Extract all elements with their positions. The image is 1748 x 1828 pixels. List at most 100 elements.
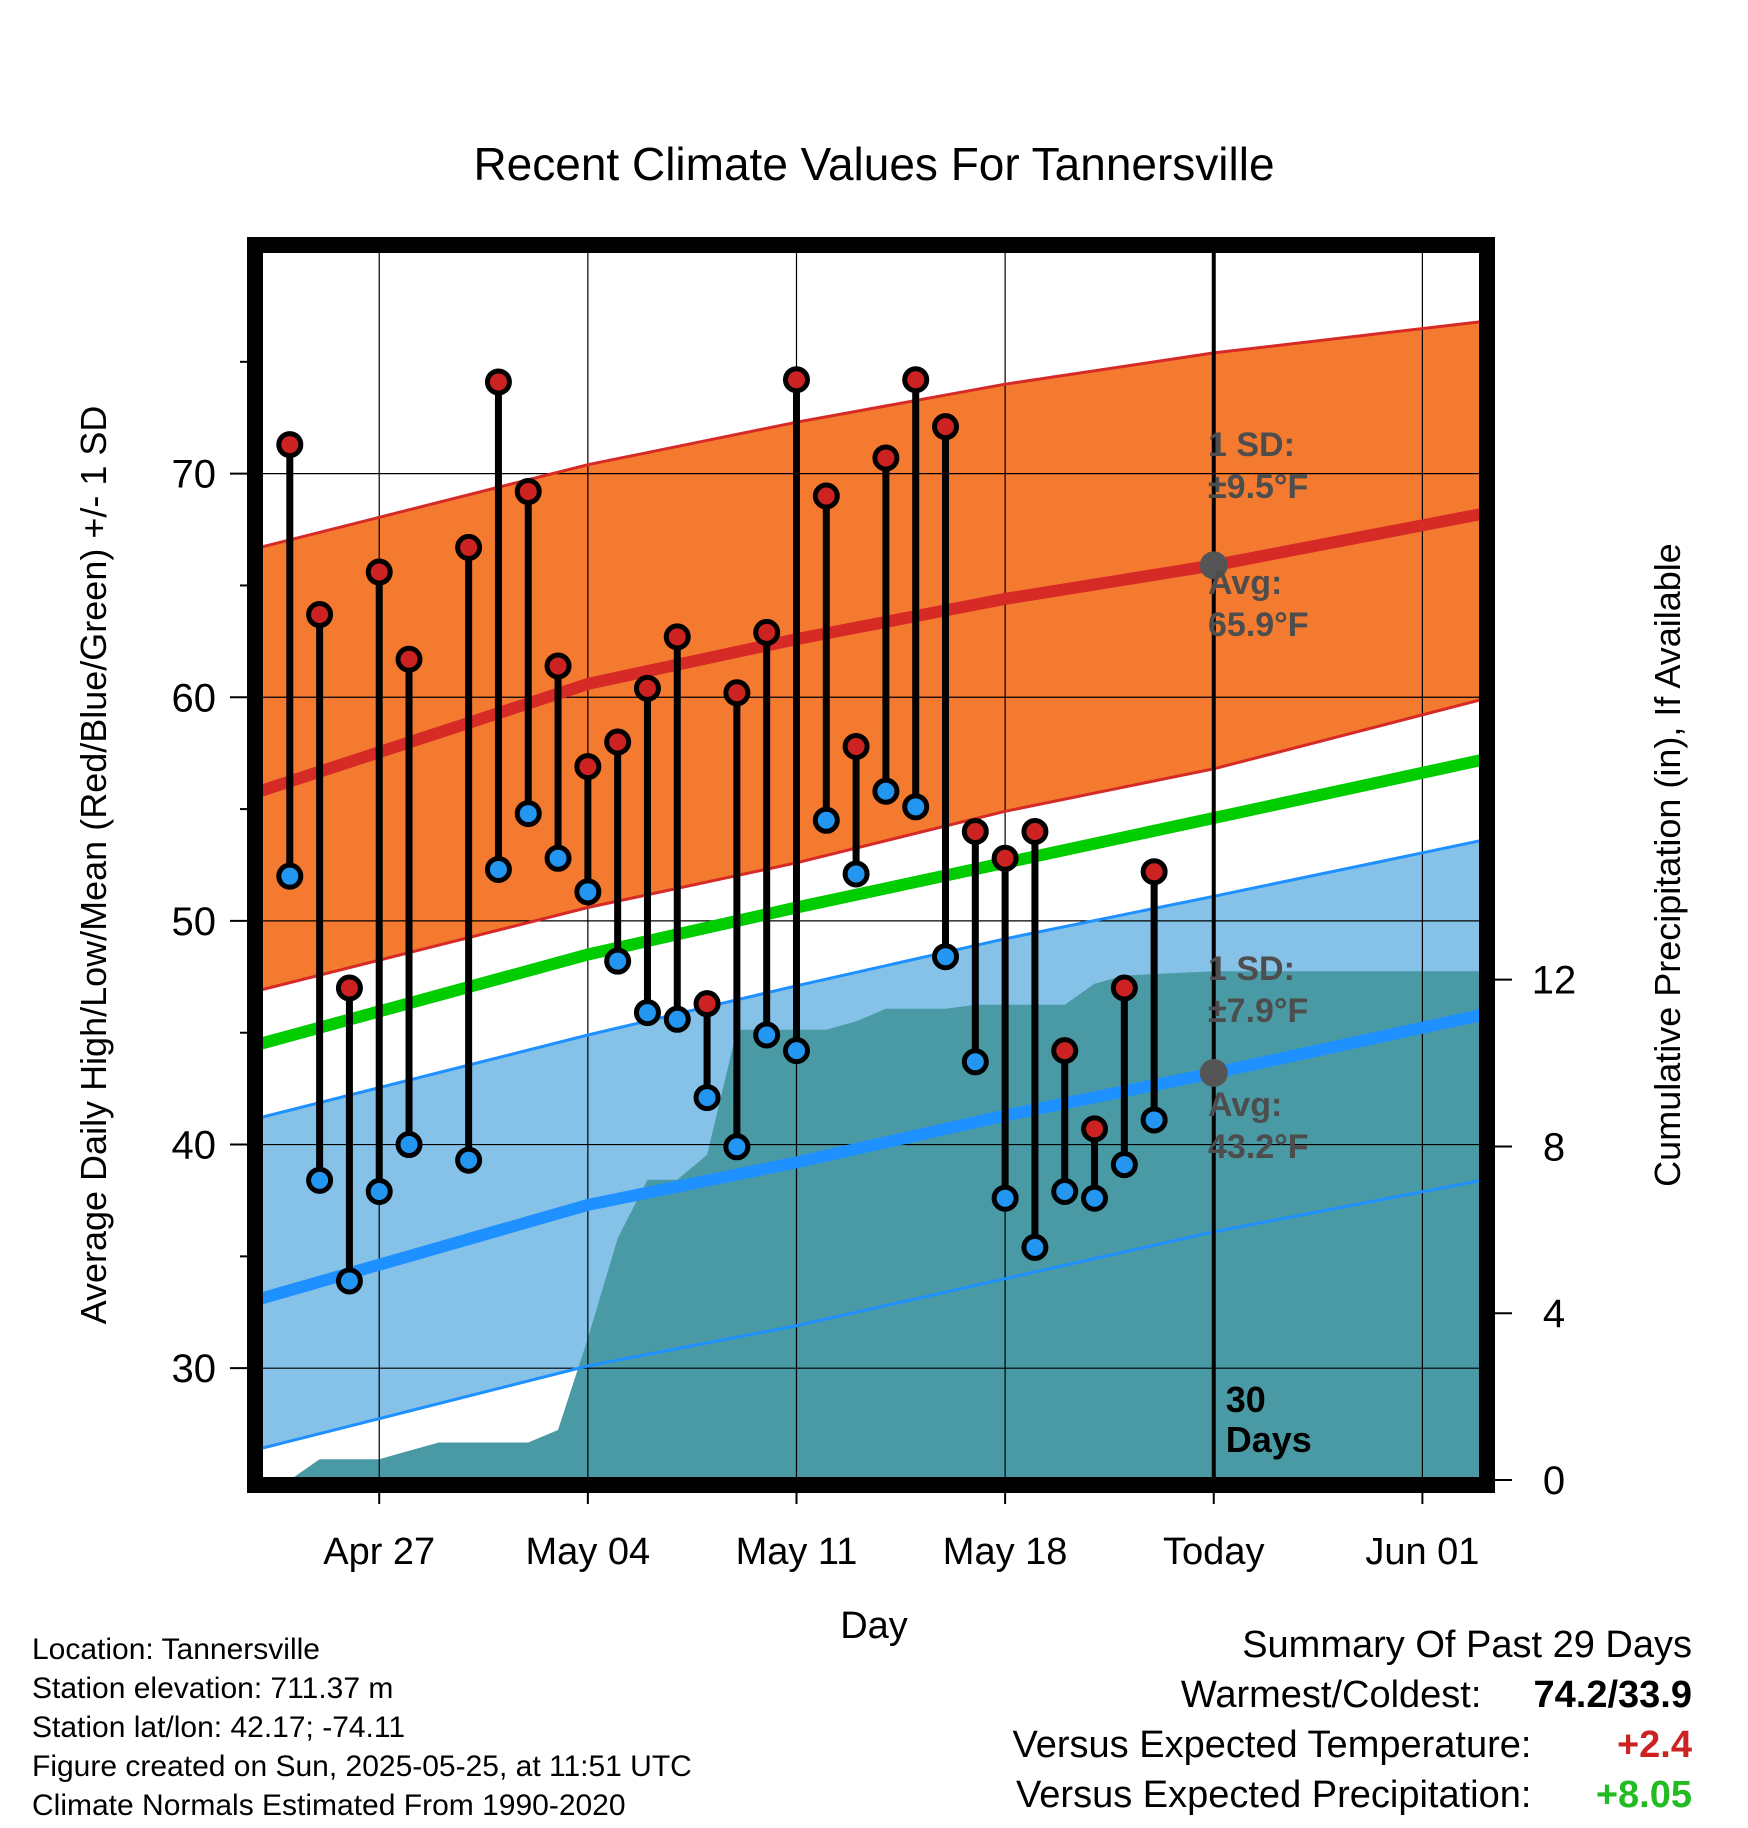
high-temp-point	[1140, 858, 1168, 886]
high-temp-point	[991, 844, 1019, 872]
high-temp-point	[753, 618, 781, 646]
y2-tick-label: 12	[1532, 959, 1577, 1003]
low-temp-point	[991, 1184, 1019, 1212]
low-temp-point	[932, 943, 960, 971]
high-temp-point	[604, 728, 632, 756]
y2-tick-label: 4	[1543, 1292, 1565, 1336]
high-avg-label: Avg:	[1208, 564, 1282, 602]
summary-temp-value: +2.4	[1616, 1724, 1692, 1766]
low-temp-point	[693, 1084, 721, 1112]
low-temp-point	[276, 862, 304, 890]
high-temp-point	[484, 368, 512, 396]
days-label-line1: 30	[1226, 1379, 1266, 1420]
high-temp-point	[872, 444, 900, 472]
low-temp-point	[1051, 1178, 1079, 1206]
high-temp-point	[1051, 1037, 1079, 1065]
x-tick-label: May 04	[526, 1531, 651, 1573]
low-temp-point	[842, 860, 870, 888]
x-tick-label: Apr 27	[323, 1531, 435, 1573]
high-sd-label: 1 SD:	[1208, 426, 1295, 464]
meta-latlon: Station lat/lon: 42.17; -74.11	[32, 1711, 406, 1744]
meta-created: Figure created on Sun, 2025-05-25, at 11…	[32, 1750, 692, 1783]
high-temp-point	[1021, 817, 1049, 845]
low-temp-point	[365, 1178, 393, 1206]
y-tick-label: 30	[172, 1347, 217, 1391]
high-plus-sd-line	[260, 320, 1482, 549]
low-avg-marker	[1199, 1058, 1228, 1087]
high-sd-value: ±9.5°F	[1208, 468, 1308, 506]
low-temp-point	[544, 844, 572, 872]
summary-warmest: Warmest/Coldest: 74.2/33.9	[1181, 1674, 1692, 1717]
high-temp-point	[365, 558, 393, 586]
mean-mean-line	[260, 754, 1482, 1050]
high-temp-point	[782, 366, 810, 394]
y-tick-label: 70	[172, 453, 217, 497]
summary-title: Summary Of Past 29 Days	[1242, 1624, 1692, 1666]
high-temp-point	[842, 732, 870, 760]
meta-normals: Climate Normals Estimated From 1990-2020	[32, 1789, 626, 1822]
x-tick-label: May 18	[943, 1531, 1068, 1573]
y-tick-label: 40	[172, 1124, 217, 1168]
low-plus-sd-line	[260, 838, 1482, 1120]
x-tick-label: Today	[1163, 1531, 1264, 1573]
y2-axis-label: Cumulative Precipitation (in), If Availa…	[1647, 543, 1688, 1187]
summary-temp-label: Versus Expected Temperature:	[1012, 1724, 1532, 1766]
high-minus-sd-line	[260, 698, 1482, 992]
summary-precip-value: +8.05	[1595, 1774, 1692, 1816]
summary-precip: Versus Expected Precipitation: +8.05	[1016, 1774, 1692, 1817]
y-tick-label: 60	[172, 676, 217, 720]
y-tick-label: 50	[172, 900, 217, 944]
high-temp-point	[693, 990, 721, 1018]
summary-precip-label: Versus Expected Precipitation:	[1016, 1774, 1532, 1816]
high-temp-point	[812, 482, 840, 510]
high-avg-marker	[1199, 551, 1228, 580]
low-temp-point	[1110, 1151, 1138, 1179]
high-temp-point	[932, 413, 960, 441]
high-temp-point	[902, 366, 930, 394]
low-temp-point	[663, 1005, 691, 1033]
high-temp-point	[335, 974, 363, 1002]
summary-warmest-value: 74.2/33.9	[1533, 1674, 1692, 1716]
low-sd-value: ±7.9°F	[1208, 992, 1308, 1030]
y-axis-label: Average Daily High/Low/Mean (Red/Blue/Gr…	[73, 406, 114, 1325]
low-temp-point	[395, 1131, 423, 1159]
plot-frame	[247, 237, 1495, 1493]
low-temp-point	[753, 1021, 781, 1049]
x-tick-label: Jun 01	[1365, 1531, 1479, 1573]
low-sd-label: 1 SD:	[1208, 950, 1295, 988]
high-temp-point	[514, 478, 542, 506]
low-temp-point	[633, 999, 661, 1027]
low-temp-point	[723, 1133, 751, 1161]
low-temp-point	[574, 878, 602, 906]
high-temp-point	[1081, 1115, 1109, 1143]
low-temp-point	[306, 1166, 334, 1194]
x-tick-label: May 11	[736, 1531, 858, 1573]
summary-temp: Versus Expected Temperature: +2.4	[1013, 1724, 1692, 1767]
low-temp-point	[1081, 1184, 1109, 1212]
low-temp-point	[1021, 1233, 1049, 1261]
high-temp-point	[544, 652, 572, 680]
low-temp-point	[812, 806, 840, 834]
low-avg-label: Avg:	[1208, 1086, 1282, 1124]
meta-location: Location: Tannersville	[32, 1633, 320, 1666]
precip-area	[260, 971, 1482, 1480]
high-temp-point	[633, 674, 661, 702]
high-temp-point	[574, 753, 602, 781]
low-temp-point	[604, 947, 632, 975]
low-minus-sd-line	[260, 1178, 1482, 1451]
high-temp-point	[455, 533, 483, 561]
high-temp-point	[306, 601, 334, 629]
low-temp-point	[514, 800, 542, 828]
low-temp-point	[484, 855, 512, 883]
high-mean-line	[260, 508, 1482, 797]
chart-title: Recent Climate Values For Tannersville	[473, 138, 1274, 190]
low-temp-point	[1140, 1106, 1168, 1134]
low-temp-point	[782, 1037, 810, 1065]
low-temp-point	[872, 777, 900, 805]
low-mean-line	[260, 1008, 1482, 1305]
x-axis-label: Day	[840, 1605, 908, 1647]
high-temp-point	[395, 645, 423, 673]
y2-tick-label: 0	[1543, 1459, 1565, 1503]
low-avg-value: 43.2°F	[1208, 1128, 1309, 1166]
high-temp-point	[663, 623, 691, 651]
